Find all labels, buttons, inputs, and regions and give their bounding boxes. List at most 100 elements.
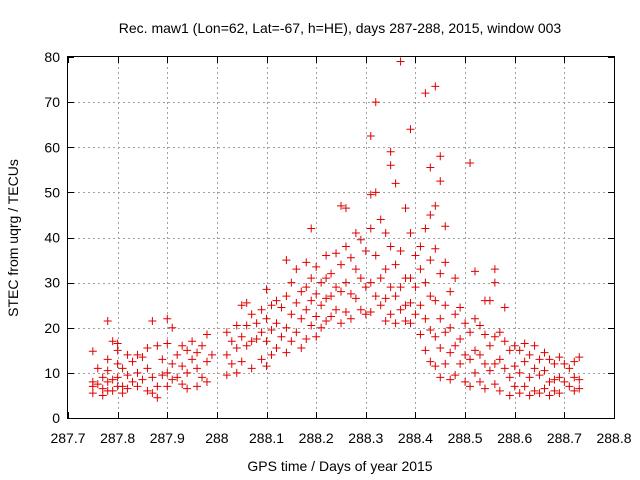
data-point	[297, 287, 306, 296]
data-point	[406, 125, 415, 134]
data-point	[466, 355, 475, 364]
data-point	[332, 249, 341, 258]
data-point	[262, 285, 271, 294]
data-point	[366, 131, 375, 140]
data-point	[406, 274, 415, 283]
data-point	[128, 377, 137, 386]
data-point	[312, 262, 321, 271]
x-tick-label: 288.6	[497, 430, 532, 446]
data-point	[515, 346, 524, 355]
data-point	[272, 344, 281, 353]
data-point	[232, 321, 241, 330]
data-point	[411, 251, 420, 260]
data-point	[252, 335, 261, 344]
data-point	[391, 260, 400, 269]
data-point	[431, 296, 440, 305]
data-point	[570, 373, 579, 382]
data-point	[406, 228, 415, 237]
data-point	[88, 389, 97, 398]
data-point	[505, 346, 514, 355]
data-point	[272, 319, 281, 328]
data-point	[346, 314, 355, 323]
data-point	[302, 283, 311, 292]
data-point	[98, 384, 107, 393]
data-point	[426, 210, 435, 219]
data-point	[108, 375, 117, 384]
data-point	[302, 305, 311, 314]
data-point	[113, 373, 122, 382]
data-point	[391, 179, 400, 188]
data-point	[366, 307, 375, 316]
data-point	[530, 341, 539, 350]
data-point	[337, 319, 345, 328]
axis-ticks	[68, 57, 615, 419]
data-point	[550, 359, 559, 368]
data-point	[118, 382, 127, 391]
data-point	[386, 161, 395, 170]
data-point	[322, 274, 331, 283]
data-point	[123, 384, 132, 393]
data-point	[242, 321, 251, 330]
data-point	[237, 357, 246, 366]
data-point	[237, 301, 246, 310]
data-point	[267, 350, 276, 359]
data-point	[103, 316, 112, 325]
data-point	[173, 373, 182, 382]
data-point	[193, 348, 202, 357]
data-point	[222, 350, 231, 359]
data-point	[227, 337, 236, 346]
data-point	[386, 147, 395, 156]
data-point	[401, 301, 410, 310]
data-point	[530, 386, 539, 395]
data-point	[441, 222, 450, 231]
x-tick-label: 288.7	[547, 430, 582, 446]
data-point	[421, 224, 430, 233]
data-point	[540, 366, 549, 375]
data-point	[461, 319, 470, 328]
data-point	[267, 301, 276, 310]
data-point	[431, 332, 440, 341]
x-tick-label: 287.8	[100, 430, 135, 446]
data-point	[193, 382, 202, 391]
data-point	[202, 357, 211, 366]
data-point	[471, 346, 480, 355]
data-point	[307, 274, 316, 283]
data-point	[461, 377, 470, 386]
x-tick-label: 288.1	[249, 430, 284, 446]
data-point	[267, 326, 276, 335]
data-point	[202, 377, 211, 386]
data-point	[327, 269, 336, 278]
data-point	[262, 337, 271, 346]
data-point	[466, 328, 475, 337]
data-point	[520, 339, 529, 348]
data-point	[421, 346, 430, 355]
data-point	[466, 159, 475, 168]
data-point	[500, 364, 509, 373]
data-point	[510, 341, 519, 350]
data-point	[441, 258, 450, 267]
data-point	[307, 321, 316, 330]
data-point	[431, 201, 440, 210]
data-point	[480, 359, 489, 368]
data-point	[133, 382, 142, 391]
data-point	[575, 384, 584, 393]
data-point	[113, 346, 122, 355]
data-point	[376, 274, 385, 283]
data-point	[515, 389, 524, 398]
data-point	[436, 373, 445, 382]
data-point	[540, 348, 549, 357]
data-point	[406, 319, 415, 328]
y-tick-label: 20	[44, 320, 60, 336]
data-point	[426, 326, 435, 335]
data-point	[163, 314, 172, 323]
data-point	[401, 204, 410, 213]
data-point	[421, 314, 430, 323]
data-point	[312, 312, 321, 321]
data-point	[118, 389, 127, 398]
data-point	[103, 355, 112, 364]
data-point	[456, 303, 465, 312]
x-tick-label: 288	[205, 430, 229, 446]
data-point	[287, 337, 296, 346]
data-point	[426, 256, 435, 265]
data-point	[540, 384, 549, 393]
